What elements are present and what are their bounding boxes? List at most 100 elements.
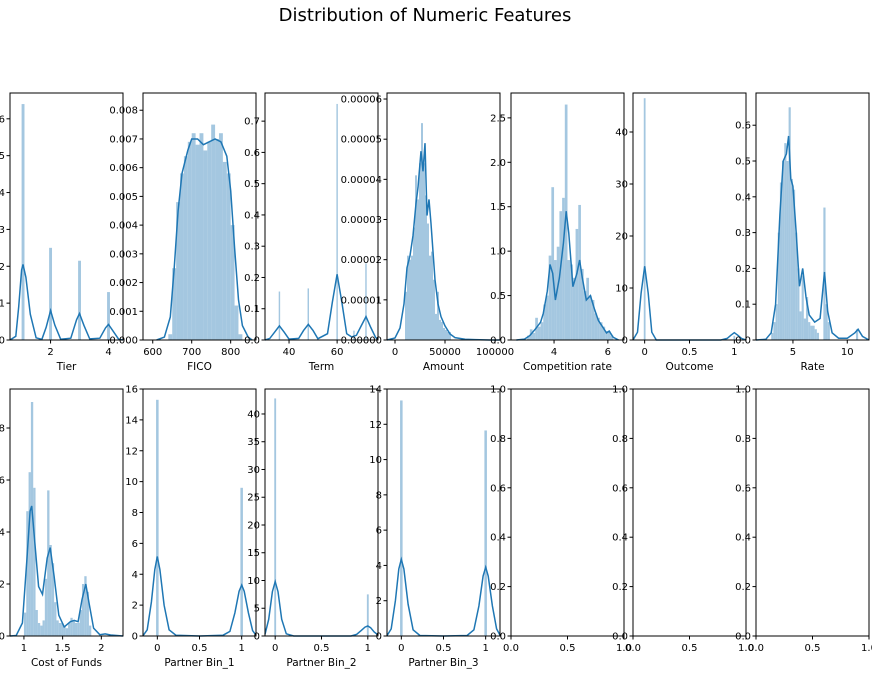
y-tick-label: 0.2: [490, 582, 506, 593]
histogram-bar: [441, 321, 443, 340]
x-tick-label: 2: [47, 347, 53, 358]
axes-frame: [632, 388, 747, 637]
histogram-bar: [21, 104, 25, 341]
x-tick-label: 100000: [476, 347, 514, 358]
histogram-bar: [567, 260, 571, 340]
x-tick-label: 10: [841, 347, 854, 358]
x-tick-label: 800: [221, 347, 240, 358]
histogram-bar: [336, 103, 338, 340]
y-tick-label: 0.4: [735, 533, 751, 544]
y-tick-label: 30: [615, 180, 628, 191]
histogram-bar: [591, 300, 595, 340]
histogram-bar: [353, 330, 355, 340]
histogram-bar: [26, 511, 29, 636]
y-tick-label: 0.4: [612, 533, 628, 544]
histogram-bar: [107, 292, 110, 340]
x-tick-label: 0.5: [560, 643, 576, 654]
y-tick-label: 16: [125, 385, 138, 396]
histogram-bar: [68, 623, 71, 636]
y-tick-label: 0.5: [735, 157, 751, 168]
y-tick-label: 2: [0, 580, 5, 591]
y-tick-label: 0: [132, 632, 138, 643]
kde-line: [516, 211, 619, 341]
x-axis-label: FICO: [187, 361, 212, 373]
y-tick-label: 4: [0, 528, 5, 539]
histogram-bar: [168, 334, 173, 340]
y-tick-label: 1.0: [735, 385, 751, 396]
histogram-bar: [583, 291, 587, 340]
histogram-bar: [419, 163, 421, 340]
histogram-bar: [556, 246, 560, 340]
y-tick-label: 0.0: [490, 336, 506, 347]
x-axis-label: Partner Bin_1: [164, 657, 234, 669]
kde-line: [156, 138, 253, 341]
x-tick-label: 1: [238, 643, 244, 654]
axes-frame: [755, 388, 870, 637]
y-tick-label: 4: [132, 570, 138, 581]
x-tick-label: 0.0: [625, 643, 641, 654]
histogram-bar: [47, 490, 50, 636]
y-tick-label: 40: [615, 128, 628, 139]
histogram-bar: [411, 255, 413, 340]
histogram-bar: [409, 259, 411, 340]
y-tick-label: 3: [0, 225, 5, 236]
histogram-bar: [564, 104, 568, 341]
y-tick-label: 14: [125, 415, 138, 426]
histogram-bar: [58, 623, 62, 636]
histogram-bar: [545, 295, 549, 340]
histogram-bar: [240, 487, 243, 636]
histogram-bar: [782, 161, 785, 340]
histogram-bar: [827, 322, 830, 340]
y-tick-label: 4: [376, 561, 382, 572]
axes-frame: [142, 92, 257, 341]
kde-line: [9, 505, 124, 637]
histogram-bar: [65, 628, 69, 636]
histogram-bar: [207, 141, 212, 340]
x-tick-label: 600: [143, 347, 162, 358]
axes-frame: [142, 388, 257, 637]
y-tick-label: 0.000: [109, 336, 138, 347]
histogram-bar: [365, 263, 367, 340]
histogram-bar: [797, 268, 800, 340]
axes-frame: [632, 92, 747, 341]
histogram-bar: [816, 332, 820, 340]
subplot-4: 0 50000 100000 0.00000 0.00001 0.00002 0.00003…: [341, 92, 514, 373]
histogram-bar: [578, 204, 581, 340]
x-tick-label: 0: [641, 347, 647, 358]
histogram-bar: [75, 623, 78, 636]
x-tick-label: 50000: [429, 347, 461, 358]
x-axis-label: Rate: [800, 361, 824, 373]
y-tick-label: 6: [0, 476, 5, 487]
y-tick-label: 0.0: [735, 336, 751, 347]
histogram-bar: [203, 150, 208, 340]
y-tick-label: 0.003: [109, 249, 138, 260]
x-tick-label: 1.0: [861, 643, 872, 654]
histogram-bar: [307, 288, 309, 340]
histogram-bar: [605, 331, 608, 340]
y-tick-label: 2: [132, 601, 138, 612]
y-tick-label: 2: [0, 262, 5, 273]
y-tick-label: 0.0: [490, 632, 506, 643]
y-tick-label: 0.008: [109, 106, 138, 117]
x-tick-label: 700: [182, 347, 201, 358]
histogram-bar: [33, 487, 36, 636]
x-tick-label: 1: [482, 643, 488, 654]
histogram-bar: [56, 620, 59, 636]
axes-frame: [264, 388, 379, 637]
y-tick-label: 0.4: [244, 210, 260, 221]
x-tick-label: 1: [21, 643, 27, 654]
y-tick-label: 0.2: [244, 273, 260, 284]
histogram-bar: [484, 430, 487, 636]
y-tick-label: 1: [0, 299, 5, 310]
histogram-bar: [72, 620, 76, 636]
y-tick-label: 0.7: [244, 117, 260, 128]
axes-frame: [510, 92, 625, 341]
axes-frame: [386, 388, 501, 637]
y-tick-label: 0.007: [109, 134, 138, 145]
histogram-bar: [238, 334, 243, 340]
histogram-bar: [61, 623, 64, 636]
kde-line: [264, 274, 379, 341]
histogram-bar: [572, 277, 576, 340]
histogram-bar: [413, 227, 415, 340]
